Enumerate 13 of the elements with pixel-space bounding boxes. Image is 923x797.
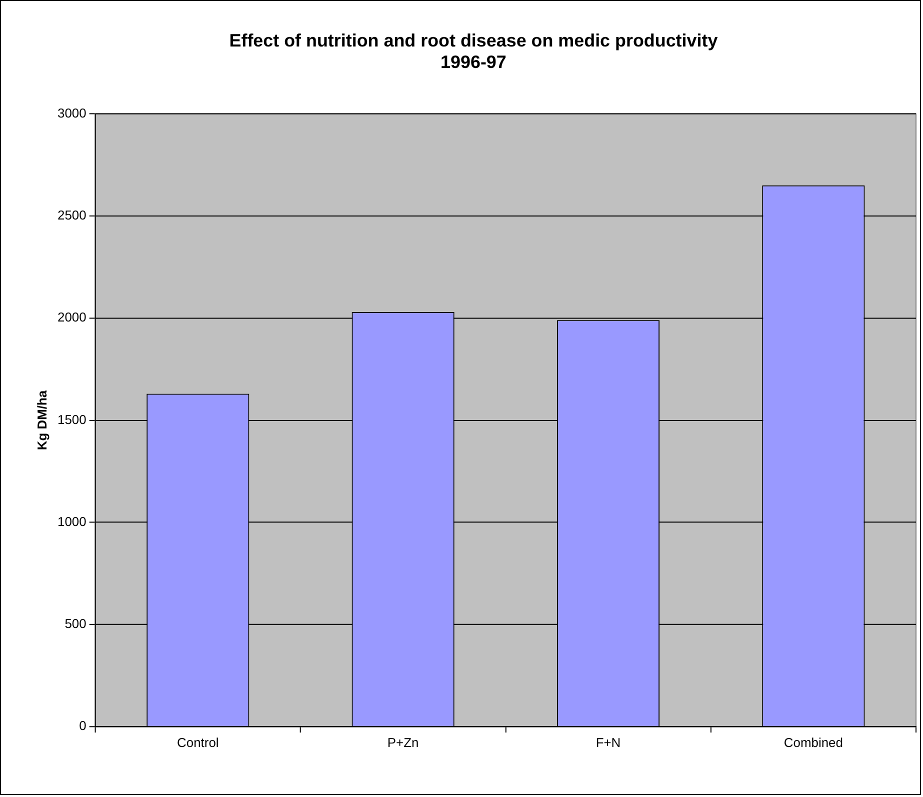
x-tick-label: P+Zn [387,734,419,750]
x-tick-label: Combined [784,734,843,750]
y-tick-label: 2000 [58,310,86,325]
y-tick-label: 0 [79,718,86,734]
y-axis-title: Kg DM/ha [34,390,50,450]
y-tick-label: 2500 [58,208,86,223]
y-tick-label: 500 [64,616,86,632]
x-tick-label: F+N [596,734,621,750]
x-tick-label: Control [177,734,219,750]
y-tick-label: 3000 [58,105,86,120]
y-tick-label: 1000 [58,514,86,529]
chart-title: Effect of nutrition and root disease on medic productivity 1996-97 [229,30,718,72]
y-tick-label: 1500 [58,412,86,427]
